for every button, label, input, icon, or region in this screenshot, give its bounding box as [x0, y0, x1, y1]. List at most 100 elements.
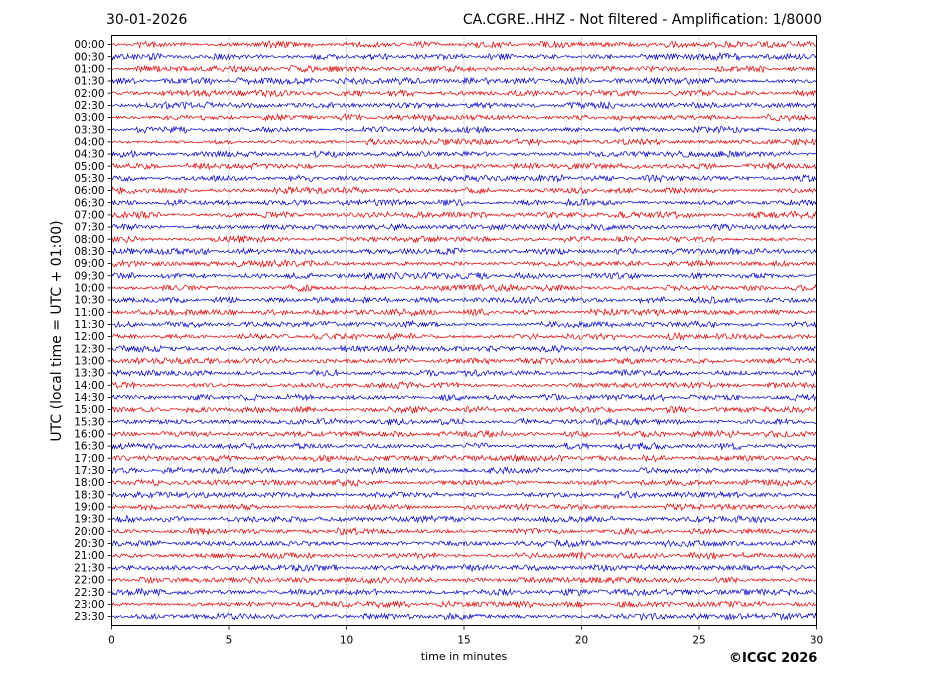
- y-tick-label: 04:30: [74, 149, 104, 161]
- trace-row: [111, 490, 817, 500]
- date-label: 30-01-2026: [106, 12, 188, 28]
- chart-title: CA.CGRE..HHZ - Not filtered - Amplificat…: [462, 12, 822, 28]
- trace-rows: [111, 40, 817, 621]
- trace-row: [111, 539, 817, 548]
- trace-row: [111, 441, 817, 451]
- trace-row: [111, 526, 817, 536]
- y-tick-label: 10:00: [74, 283, 104, 295]
- trace-row: [111, 612, 817, 621]
- y-tick-label: 00:00: [74, 39, 104, 51]
- trace-row: [111, 502, 817, 512]
- y-tick-label: 18:30: [74, 489, 104, 501]
- trace-row: [111, 210, 817, 220]
- y-tick-label: 00:30: [74, 51, 104, 63]
- y-tick-label: 16:30: [74, 441, 104, 453]
- trace-row: [111, 100, 817, 111]
- trace-row: [111, 137, 817, 146]
- y-tick-label: 21:30: [74, 562, 104, 574]
- trace-row: [111, 222, 817, 232]
- trace-row: [111, 356, 817, 366]
- trace-row: [111, 125, 817, 135]
- trace-row: [111, 393, 817, 402]
- x-axis-label: time in minutes: [420, 650, 508, 663]
- x-tick-label: 15: [457, 635, 470, 647]
- y-tick-label: 04:00: [74, 136, 104, 148]
- trace-row: [111, 332, 817, 341]
- trace-row: [111, 88, 817, 98]
- y-tick-label: 03:30: [74, 124, 104, 136]
- trace-row: [111, 40, 817, 49]
- y-tick-label: 14:30: [74, 392, 104, 404]
- trace-row: [111, 174, 817, 183]
- y-tick-label: 13:00: [74, 356, 104, 368]
- x-ticks: 0 5 10 15 20 25 30: [108, 625, 823, 647]
- y-tick-label: 10:30: [74, 295, 104, 307]
- y-tick-label: 12:00: [74, 331, 104, 343]
- y-tick-label: 21:00: [74, 550, 104, 562]
- y-tick-label: 19:00: [74, 502, 104, 514]
- trace-row: [111, 478, 817, 488]
- y-tick-label: 18:00: [74, 477, 104, 489]
- trace-row: [111, 197, 817, 207]
- trace-row: [111, 76, 817, 86]
- y-tick-label: 07:30: [74, 222, 104, 234]
- trace-row: [111, 258, 817, 268]
- trace-row: [111, 283, 817, 293]
- trace-row: [111, 600, 817, 609]
- y-tick-label: 09:00: [74, 258, 104, 270]
- trace-row: [111, 234, 817, 244]
- y-tick-label: 03:00: [74, 112, 104, 124]
- y-tick-label: 09:30: [74, 270, 104, 282]
- y-tick-label: 08:30: [74, 246, 104, 258]
- trace-row: [111, 307, 817, 317]
- y-tick-label: 01:30: [74, 76, 104, 88]
- trace-row: [111, 368, 817, 378]
- x-tick-label: 0: [108, 635, 115, 647]
- y-tick-label: 15:30: [74, 416, 104, 428]
- trace-row: [111, 576, 817, 585]
- y-tick-label: 12:30: [74, 343, 104, 355]
- x-tick-label: 10: [340, 635, 353, 647]
- y-tick-label: 06:30: [74, 197, 104, 209]
- trace-row: [111, 271, 817, 281]
- y-tick-label: 13:30: [74, 368, 104, 380]
- grid-lines: [228, 35, 700, 626]
- y-tick-label: 02:30: [74, 100, 104, 112]
- x-tick-label: 5: [226, 635, 233, 647]
- trace-row: [111, 161, 817, 171]
- y-tick-label: 20:30: [74, 538, 104, 550]
- y-tick-label: 08:00: [74, 234, 104, 246]
- trace-row: [111, 466, 817, 476]
- trace-row: [111, 149, 817, 158]
- trace-row: [111, 113, 817, 123]
- y-tick-label: 01:00: [74, 63, 104, 75]
- y-tick-label: 16:00: [74, 429, 104, 441]
- trace-row: [111, 587, 817, 597]
- y-tick-label: 11:30: [74, 319, 104, 331]
- y-tick-label: 07:00: [74, 209, 104, 221]
- y-tick-label: 22:30: [74, 587, 104, 599]
- trace-row: [111, 417, 817, 426]
- trace-row: [111, 551, 817, 561]
- y-ticks: 00:0000:3001:0001:3002:0002:3003:0003:30…: [74, 39, 112, 623]
- y-tick-label: 20:00: [74, 526, 104, 538]
- trace-row: [111, 405, 817, 415]
- x-tick-label: 25: [692, 635, 705, 647]
- trace-row: [111, 563, 817, 573]
- trace-row: [111, 64, 817, 74]
- y-tick-label: 06:00: [74, 185, 104, 197]
- x-tick-label: 20: [575, 635, 588, 647]
- trace-row: [111, 247, 817, 256]
- y-tick-label: 15:00: [74, 404, 104, 416]
- y-tick-label: 17:30: [74, 465, 104, 477]
- trace-row: [111, 319, 817, 329]
- trace-row: [111, 380, 817, 390]
- trace-row: [111, 295, 817, 305]
- y-tick-label: 17:00: [74, 453, 104, 465]
- copyright-credit: ©ICGC 2026: [729, 651, 818, 666]
- trace-row: [111, 454, 817, 463]
- y-tick-label: 02:00: [74, 88, 104, 100]
- y-tick-label: 14:00: [74, 380, 104, 392]
